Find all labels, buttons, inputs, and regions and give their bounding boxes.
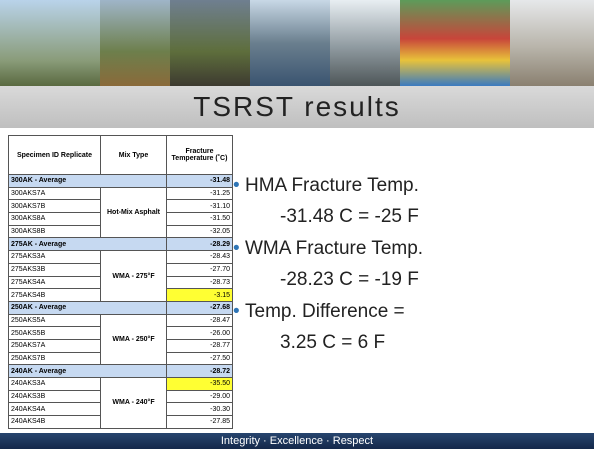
average-row: 275AK - Average -28.29 [8, 237, 233, 252]
specimen-id: 300AKS8A [8, 212, 101, 226]
photo-planes [400, 0, 510, 86]
specimen-id: 275AKS4A [8, 275, 101, 290]
specimen-value: -27.70 [166, 262, 233, 277]
bullet-text: HMA Fracture Temp. [233, 175, 419, 197]
specimen-value: -27.50 [166, 351, 233, 366]
average-row: 250AK - Average -27.68 [8, 300, 233, 315]
specimen-row: 300AKS8B -32.05 [8, 224, 233, 239]
average-row: 240AK - Average -28.72 [8, 364, 233, 378]
specimen-id: 275AKS4B [8, 288, 101, 302]
specimen-value: -28.77 [166, 338, 233, 353]
specimen-row: 275AKS3A WMA - 275°F -28.43 [8, 250, 233, 302]
average-value: -31.48 [166, 174, 233, 188]
photo-plane [0, 0, 100, 86]
bullet-detail: -28.23 C = -19 F [280, 269, 419, 290]
average-row: 300AK - Average -31.48 [8, 174, 233, 188]
specimen-value: -31.10 [166, 199, 233, 214]
specimen-row: 240AKS4B -27.85 [8, 415, 233, 429]
specimen-value: -28.43 [166, 250, 233, 264]
photo-surveyor [100, 0, 170, 86]
specimen-value: -31.50 [166, 212, 233, 226]
specimen-value: -28.47 [166, 313, 233, 328]
specimen-value: -31.25 [166, 186, 233, 201]
specimen-id: 300AKS7B [8, 199, 101, 214]
mix-type: WMA - 250°F [100, 313, 167, 366]
specimen-id: 250AKS7B [8, 351, 101, 366]
results-table: Specimen ID Replicate Mix Type Fracture Te… [8, 135, 233, 429]
mix-type: Hot-Mix Asphalt [100, 186, 167, 239]
average-value: -28.29 [166, 237, 233, 252]
specimen-row: 250AKS5B -26.00 [8, 326, 233, 340]
average-id: 275AK - Average [8, 237, 167, 252]
header-cell: Mix Type [100, 135, 167, 175]
specimen-id: 250AKS5A [8, 313, 101, 328]
bullet-text: Temp. Difference = [233, 301, 405, 323]
header-cell: Specimen ID Replicate [8, 135, 101, 175]
average-id: 250AK - Average [8, 300, 167, 315]
specimen-value: -35.50 [166, 377, 233, 391]
photo-rainbow [170, 0, 250, 86]
mix-type: WMA - 240°F [100, 377, 167, 429]
bullet-detail: -31.48 C = -25 F [280, 206, 419, 227]
title-band [0, 86, 594, 128]
specimen-value: -32.05 [166, 224, 233, 239]
specimen-row: 300AKS7B -31.10 [8, 199, 233, 214]
specimen-id: 300AKS7A [8, 186, 101, 201]
average-id: 240AK - Average [8, 364, 167, 378]
specimen-value: -3.15 [166, 288, 233, 302]
specimen-id: 240AKS3B [8, 389, 101, 404]
specimen-id: 300AKS8B [8, 224, 101, 239]
specimen-value: -28.73 [166, 275, 233, 290]
specimen-row: 275AKS4B -3.15 [8, 288, 233, 302]
footer: Integrity · Excellence · Respect [0, 433, 594, 449]
specimen-row: 250AKS7B -27.50 [8, 351, 233, 366]
average-id: 300AK - Average [8, 174, 167, 188]
specimen-id: 240AKS3A [8, 377, 101, 391]
photo-truck [330, 0, 400, 86]
table-header: Specimen ID Replicate Mix Type Fracture Te… [8, 135, 233, 175]
specimen-value: -29.00 [166, 389, 233, 404]
bullet-text: WMA Fracture Temp. [233, 238, 423, 260]
mix-type: WMA - 275°F [100, 250, 167, 302]
average-value: -27.68 [166, 300, 233, 315]
specimen-id: 250AKS5B [8, 326, 101, 340]
specimen-id: 275AKS3A [8, 250, 101, 264]
specimen-id: 240AKS4B [8, 415, 101, 429]
specimen-id: 250AKS7A [8, 338, 101, 353]
bullet-detail: 3.25 C = 6 F [280, 332, 386, 353]
specimen-row: 250AKS5A WMA - 250°F -28.47 [8, 313, 233, 366]
header-cell: Fracture Temperature (˚C) [166, 135, 233, 175]
photo-ferry [250, 0, 330, 86]
specimen-id: 240AKS4A [8, 402, 101, 417]
specimen-id: 275AKS3B [8, 262, 101, 277]
slide-title: TSRST results [193, 91, 401, 122]
photo-building [510, 0, 594, 86]
specimen-row: 300AKS7A Hot-Mix Asphalt -31.25 [8, 186, 233, 239]
specimen-row: 275AKS3B -27.70 [8, 262, 233, 277]
average-value: -28.72 [166, 364, 233, 378]
specimen-value: -27.85 [166, 415, 233, 429]
specimen-value: -30.30 [166, 402, 233, 417]
specimen-row: 240AKS3A WMA - 240°F -35.50 [8, 377, 233, 429]
specimen-value: -26.00 [166, 326, 233, 340]
